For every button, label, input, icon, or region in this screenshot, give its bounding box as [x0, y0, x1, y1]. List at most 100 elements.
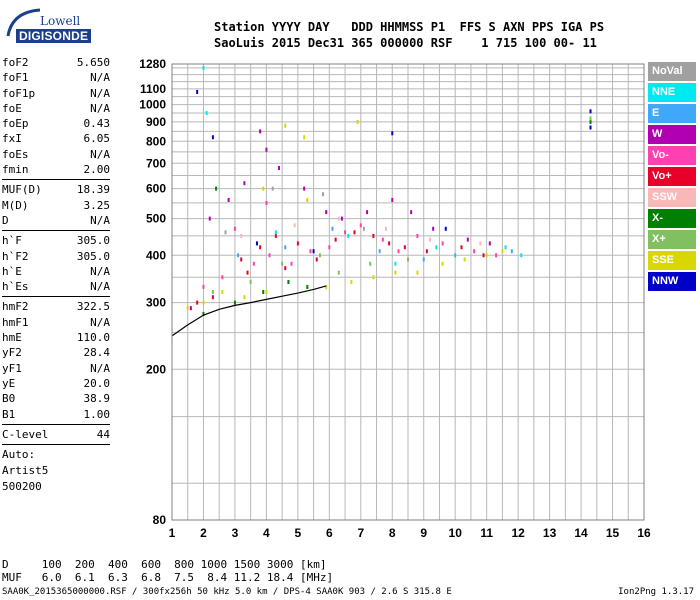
y-tick-label: 80: [153, 513, 167, 527]
x-tick-label: 12: [511, 526, 525, 540]
data-point-sse: [501, 249, 504, 254]
param-value: N/A: [90, 86, 110, 100]
x-tick-label: 3: [232, 526, 239, 540]
x-tick-label: 8: [389, 526, 396, 540]
divider: [2, 423, 110, 425]
param-name: yE: [2, 376, 16, 390]
data-point-x: [262, 290, 265, 294]
data-point-vo: [290, 261, 293, 266]
data-point-vo: [274, 233, 277, 238]
data-point-w: [265, 147, 268, 152]
x-tick-label: 7: [357, 526, 364, 540]
param-row: hmF2 322.5: [2, 299, 110, 314]
x-tick-label: 9: [420, 526, 427, 540]
autoscaling-info: Auto: Artist5 500200: [2, 447, 110, 495]
data-point-vo: [334, 237, 337, 242]
param-name: M(D): [2, 198, 29, 212]
param-row: h`F2 305.0: [2, 249, 110, 264]
param-name: foEp: [2, 117, 29, 131]
x-tick-label: 14: [574, 526, 588, 540]
param-value: 18.39: [76, 183, 110, 197]
data-point-w: [466, 237, 469, 242]
data-point-w: [366, 210, 369, 215]
logo-swoosh-icon: [6, 8, 41, 37]
param-value: N/A: [90, 315, 110, 329]
x-tick-label: 5: [295, 526, 302, 540]
param-row: B1 1.00: [2, 407, 110, 422]
data-point-sse: [372, 275, 375, 280]
data-point-vo: [359, 223, 362, 228]
data-point-w: [277, 166, 280, 171]
data-point-e: [422, 257, 425, 262]
y-tick-label: 500: [146, 212, 166, 226]
header-line2: SaoLuis 2015 Dec31 365 000000 RSF 1 715 …: [214, 36, 597, 50]
param-row: h`F 305.0: [2, 233, 110, 248]
data-point-sse: [202, 300, 205, 305]
data-point-sse: [325, 284, 328, 289]
y-tick-label: 1280: [139, 57, 166, 71]
data-point-sse: [186, 306, 189, 311]
legend-item: Vo+: [648, 167, 696, 186]
data-point-nnw: [444, 226, 447, 231]
param-row: MUF(D) 18.39: [2, 182, 110, 197]
param-name: MUF(D): [2, 183, 42, 197]
param-row: yF2 28.4: [2, 345, 110, 360]
data-point-vo: [495, 253, 498, 258]
param-value: 44: [96, 427, 110, 441]
lowell-digisonde-logo: Lowell DIGISONDE: [4, 6, 92, 46]
data-point-vo: [403, 245, 406, 250]
param-row: hmE 110.0: [2, 330, 110, 345]
legend-item: NoVal: [648, 62, 696, 81]
param-row: foF2 5.650: [2, 55, 110, 70]
param-row: foEp 0.43: [2, 116, 110, 131]
data-point-w: [340, 216, 343, 221]
param-name: B0: [2, 392, 16, 406]
param-value: 5.650: [76, 56, 110, 69]
data-point-vo: [233, 226, 236, 231]
data-point-nne: [274, 230, 277, 235]
param-name: hmF2: [2, 300, 29, 314]
param-row: yE 20.0: [2, 376, 110, 391]
y-tick-label: 700: [146, 156, 166, 170]
data-point-ssw: [429, 237, 432, 242]
param-row: M(D) 3.25: [2, 198, 110, 213]
data-point-noval: [271, 186, 274, 191]
data-point-x: [202, 311, 205, 316]
param-name: fxI: [2, 132, 22, 146]
data-point-vo: [460, 245, 463, 250]
legend-item: NNW: [648, 272, 696, 291]
param-value: 20.0: [83, 376, 111, 390]
param-row: yF1 N/A: [2, 361, 110, 376]
param-value: 0.43: [83, 117, 111, 131]
data-point-nnw: [255, 241, 258, 246]
auto-version: 500200: [2, 480, 42, 494]
data-point-sse: [441, 261, 444, 266]
data-point-vo: [416, 233, 419, 238]
data-point-nne: [520, 253, 523, 258]
param-value: 305.0: [76, 249, 110, 263]
legend-item: E: [648, 104, 696, 123]
data-point-vo: [202, 284, 205, 289]
data-point-x: [589, 116, 592, 121]
data-point-noval: [224, 230, 227, 235]
data-point-e: [331, 226, 334, 231]
data-point-w: [391, 197, 394, 202]
data-point-nnw: [211, 135, 214, 140]
param-value: N/A: [90, 101, 110, 115]
param-name: yF2: [2, 346, 22, 360]
data-point-ssw: [337, 216, 340, 221]
data-point-nne: [202, 65, 205, 70]
data-point-vo: [246, 270, 249, 275]
param-value: 322.5: [76, 300, 110, 314]
data-point-sse: [303, 135, 306, 140]
x-tick-label: 16: [637, 526, 651, 540]
data-point-sse: [243, 295, 246, 300]
data-point-vo: [482, 253, 485, 258]
param-value: N/A: [90, 264, 110, 278]
divider: [2, 179, 110, 181]
param-value: N/A: [90, 71, 110, 85]
data-point-vo: [315, 257, 318, 262]
param-name: h`E: [2, 264, 22, 278]
data-point-nne: [435, 245, 438, 250]
